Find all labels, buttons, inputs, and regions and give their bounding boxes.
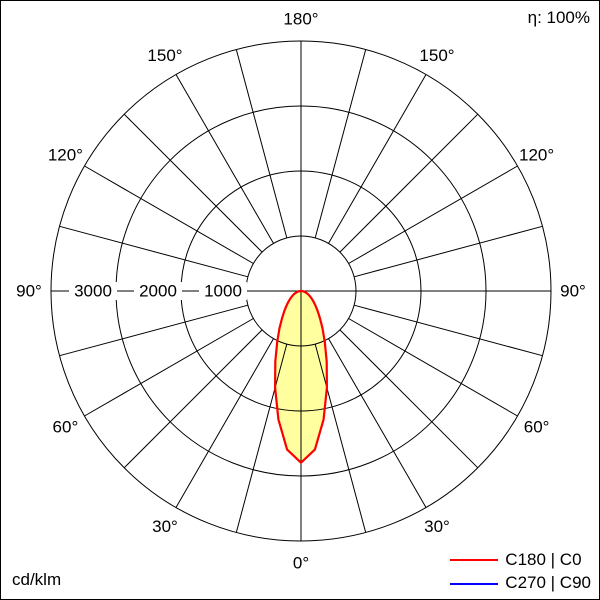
radial-label-bg: [199, 282, 247, 300]
angle-tick-label: 90°: [560, 282, 586, 301]
grid-spoke: [235, 49, 288, 239]
legend: C180 | C0 C270 | C90: [450, 549, 591, 593]
grid-spoke: [339, 113, 479, 253]
grid-spoke: [59, 304, 249, 357]
angle-tick-label: 180°: [283, 10, 318, 29]
radial-tick-label: 1000: [204, 282, 242, 301]
grid-spoke: [353, 304, 543, 357]
grid-spoke: [84, 318, 254, 417]
efficiency-label: η: 100%: [527, 8, 590, 27]
radial-label-bg: [69, 282, 117, 300]
angle-tick-label: 0°: [293, 554, 309, 573]
angle-tick-label: 150°: [419, 46, 454, 65]
intensity-curve-c180-c0: [274, 289, 328, 464]
angle-tick-label: 30°: [152, 517, 178, 536]
grid-spoke: [314, 49, 367, 239]
angle-tick-label: 120°: [519, 146, 554, 165]
angle-tick-label: 30°: [424, 517, 450, 536]
grid-spoke: [328, 338, 427, 508]
legend-item-c0: C180 | C0: [450, 549, 591, 570]
grid-spoke: [84, 165, 254, 264]
grid-spoke: [339, 329, 479, 469]
radial-label-bg: [134, 282, 182, 300]
grid-spoke: [175, 338, 274, 508]
legend-label-c0: C180 | C0: [505, 549, 582, 569]
grid-spoke: [348, 318, 518, 417]
legend-label-c90: C270 | C90: [505, 573, 591, 593]
legend-line-c0-icon: [450, 558, 499, 561]
angle-tick-label: 60°: [53, 418, 79, 437]
angle-tick-label: 60°: [524, 418, 550, 437]
grid-spoke: [235, 343, 288, 533]
angle-tick-label: 120°: [48, 146, 83, 165]
legend-item-c90: C270 | C90: [450, 574, 591, 593]
grid-spoke: [123, 329, 263, 469]
grid-spoke: [123, 113, 263, 253]
unit-label: cd/klm: [12, 570, 62, 589]
radial-tick-label: 3000: [74, 282, 112, 301]
angle-tick-label: 90°: [16, 282, 42, 301]
grid-spoke: [314, 343, 367, 533]
grid-spoke: [175, 74, 274, 244]
grid-spoke: [348, 165, 518, 264]
radial-tick-label: 2000: [139, 282, 177, 301]
grid-spoke: [328, 74, 427, 244]
grid-spoke: [59, 225, 249, 278]
grid-spoke: [353, 225, 543, 278]
legend-line-c90-icon: [450, 582, 499, 585]
angle-tick-label: 150°: [147, 46, 182, 65]
